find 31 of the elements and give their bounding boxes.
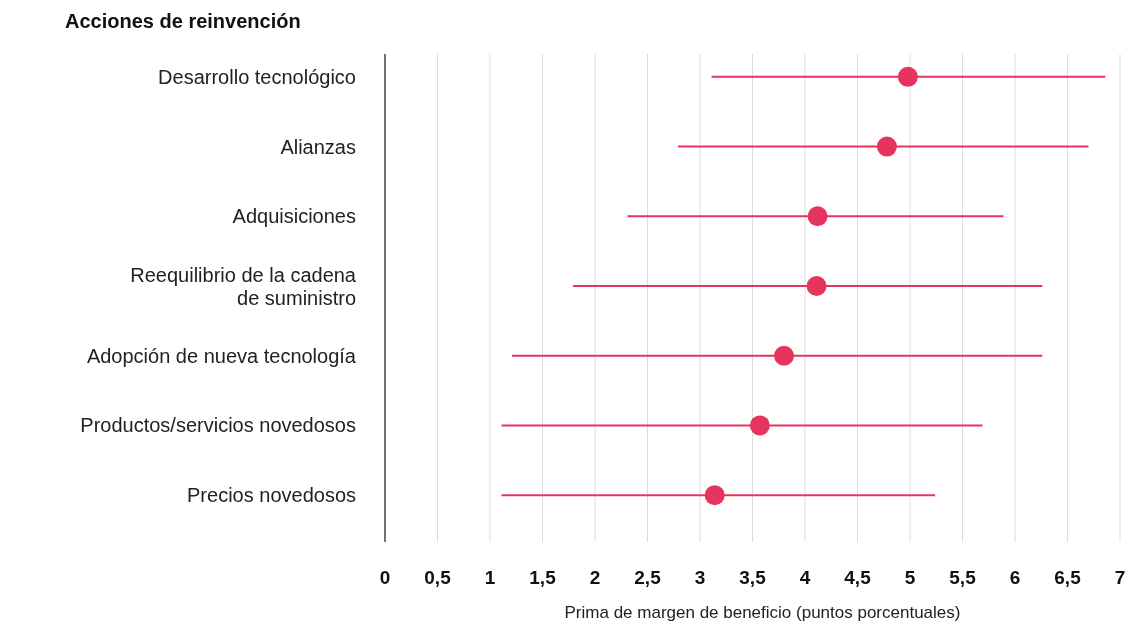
y-tick-label: Productos/servicios novedosos: [80, 414, 356, 437]
point: [806, 276, 827, 296]
x-tick-label: 0: [379, 567, 391, 588]
x-tick-label: 1: [484, 567, 496, 588]
y-tick-label: Alianzas: [280, 135, 356, 158]
x-tick-label: 2,5: [634, 567, 662, 588]
x-axis-title: Prima de margen de beneficio (puntos porcentuales): [564, 603, 961, 622]
y-tick-label: Adopción de nueva tecnología: [86, 344, 357, 367]
point: [774, 345, 794, 366]
x-tick-label: 4: [799, 567, 811, 588]
x-tick-label: 1,5: [529, 567, 557, 588]
x-tick-label: 6,5: [1054, 567, 1082, 588]
y-tick-label: Adquisiciones: [232, 205, 356, 228]
x-tick-label: 5: [904, 567, 916, 588]
text: Acciones de reinvención: [65, 10, 301, 32]
x-tick-label: 6: [1009, 567, 1021, 588]
x-tick-label: 3,5: [739, 567, 767, 588]
point: [897, 66, 918, 87]
y-tick-label: Reequilibrio de la cadena de suministro: [130, 263, 357, 309]
x-tick-label: 3: [694, 567, 706, 588]
y-tick-label: Desarrollo tecnológico: [158, 65, 356, 88]
point: [749, 415, 770, 436]
x-tick-label: 7: [1114, 567, 1126, 588]
x-tick-label: 4,5: [844, 567, 872, 588]
x-tick-label: 2: [589, 567, 601, 588]
x-tick-label: 5,5: [949, 567, 977, 588]
y-tick-label: Precios novedosos: [187, 484, 356, 507]
point: [704, 485, 725, 506]
x-tick-label: 0,5: [424, 567, 452, 588]
point: [807, 206, 828, 227]
point: [876, 136, 897, 157]
